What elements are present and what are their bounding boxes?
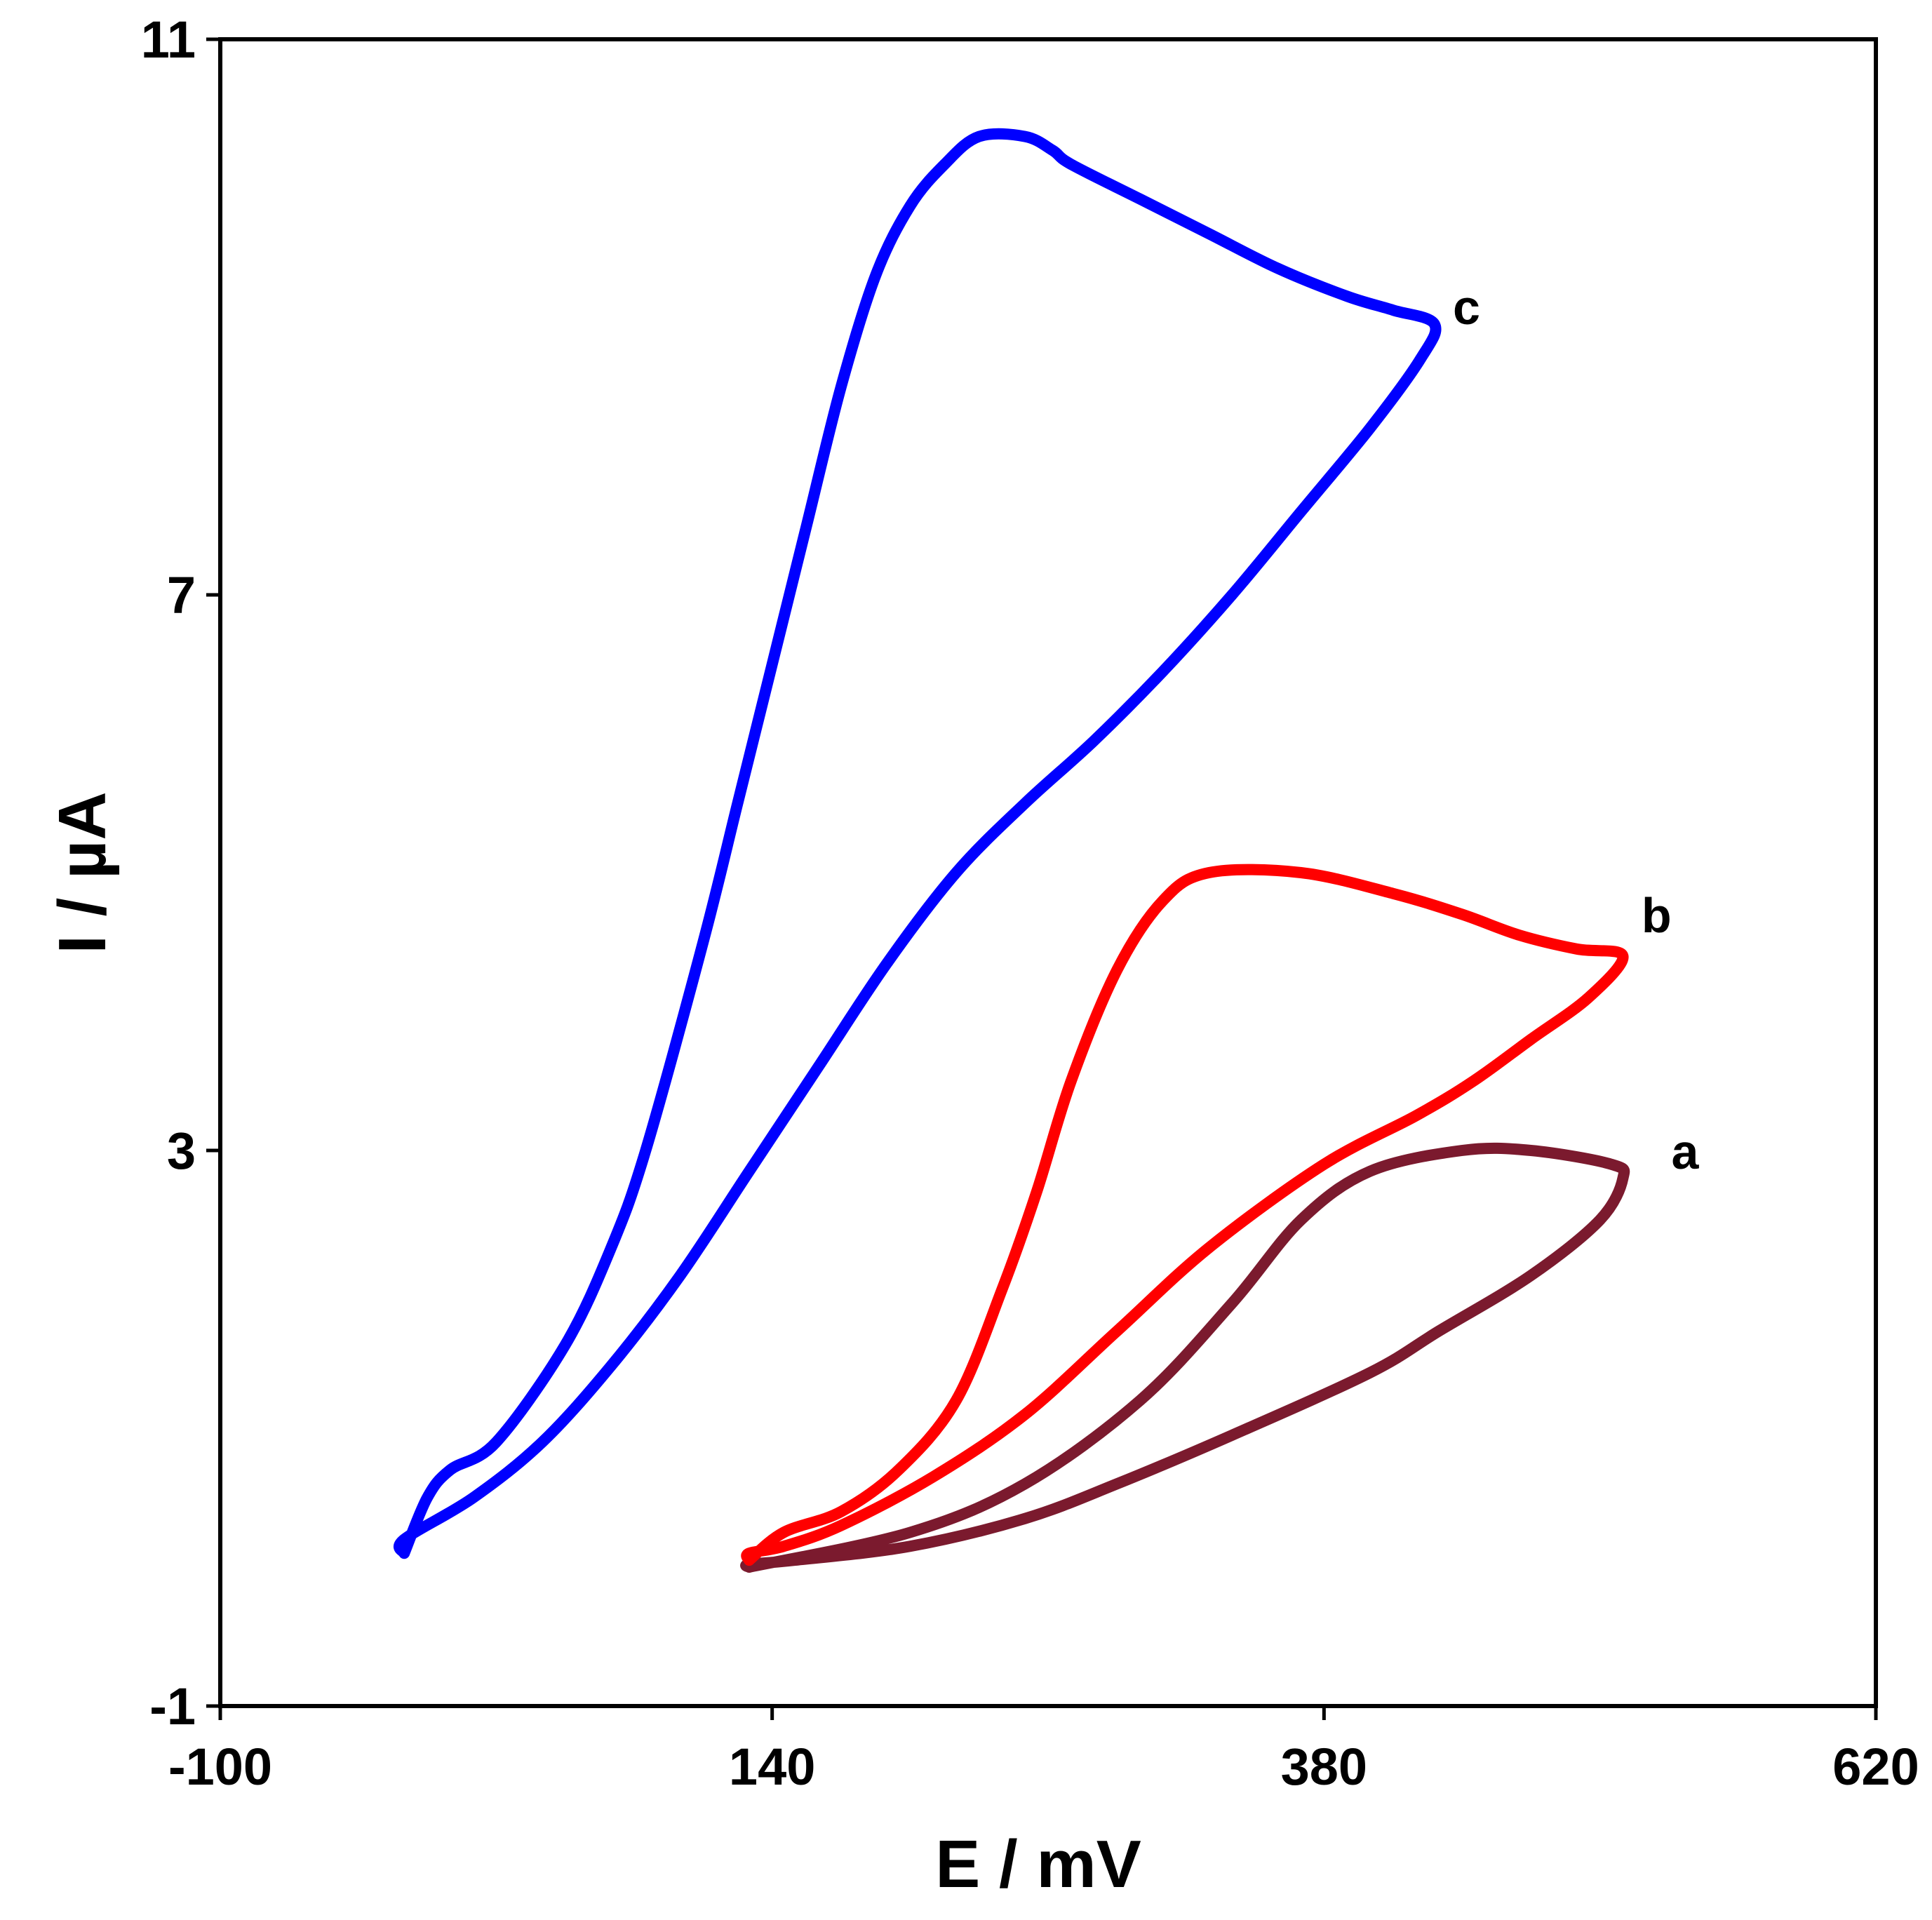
series-b-curve [741,864,1629,1566]
plot-frame [218,37,1878,1708]
y-tick-label: 11 [141,11,196,69]
x-tick-label: 140 [729,1738,815,1796]
series-labels: c b a [1453,280,1699,1179]
x-tick-label: 620 [1832,1738,1919,1796]
y-tick-label: -1 [149,1677,196,1736]
axis-ticks: -100 140 380 620 11 7 3 -1 [141,11,1919,1796]
series-b-label: b [1642,888,1672,943]
y-tick-label: 3 [167,1122,196,1180]
x-tick-label: -100 [168,1738,272,1796]
y-tick-label: 7 [167,566,196,624]
series-curves [394,128,1630,1573]
series-a-label: a [1671,1125,1699,1179]
series-c-label: c [1453,280,1480,335]
x-tick-label: 380 [1281,1738,1367,1796]
series-a-curve [740,1142,1630,1573]
series-c-curve [394,128,1442,1559]
y-axis-title: I / µA [45,791,120,953]
x-axis-title: E / mV [935,1827,1141,1902]
